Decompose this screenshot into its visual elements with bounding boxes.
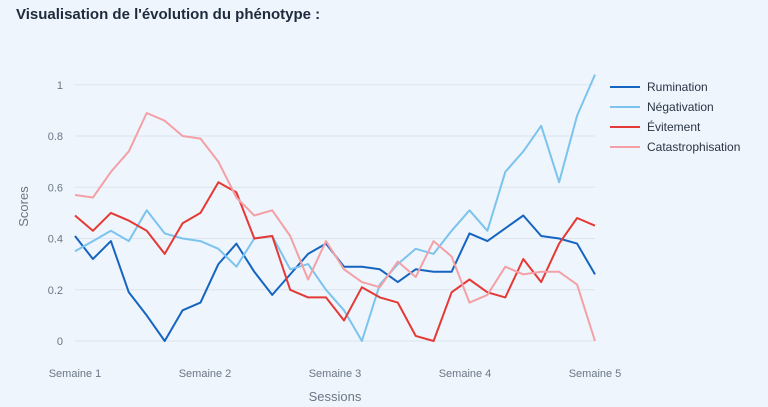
x-tick-label: Semaine 5	[569, 368, 622, 380]
series-line-1	[74, 74, 596, 342]
series-line-3	[74, 112, 596, 342]
y-axis-label: Scores	[16, 186, 31, 227]
legend-item[interactable]: Évitement	[610, 119, 701, 134]
y-tick-label: 0.8	[48, 131, 63, 143]
y-tick-label: 1	[57, 80, 63, 92]
legend-label: Catastrophisation	[647, 140, 740, 154]
grid-lines	[75, 84, 595, 342]
x-axis-label: Sessions	[309, 389, 362, 404]
legend-label: Rumination	[647, 80, 708, 94]
x-tick-label: Semaine 4	[439, 368, 492, 380]
series-line-0	[74, 214, 596, 342]
x-tick-label: Semaine 1	[49, 368, 102, 380]
legend-item[interactable]: Rumination	[610, 80, 708, 94]
y-tick-label: 0.6	[48, 182, 63, 194]
legend-label: Évitement	[647, 119, 701, 134]
series-lines	[74, 74, 596, 342]
y-tick-label: 0	[57, 336, 63, 348]
x-tick-label: Semaine 2	[179, 368, 232, 380]
page-title: Visualisation de l'évolution du phénotyp…	[16, 6, 321, 23]
y-axis-ticks: 0 0.2 0.4 0.6 0.8 1	[48, 80, 63, 348]
legend-label: Négativation	[647, 100, 714, 114]
legend-item[interactable]: Catastrophisation	[610, 140, 740, 154]
y-tick-label: 0.4	[48, 234, 63, 246]
x-axis-ticks: Semaine 1 Semaine 2 Semaine 3 Semaine 4 Sema…	[49, 368, 622, 380]
legend-item[interactable]: Négativation	[610, 100, 714, 114]
legend[interactable]: Rumination Négativation Évitement Catastrop…	[610, 80, 740, 154]
x-tick-label: Semaine 3	[309, 368, 362, 380]
y-tick-label: 0.2	[48, 285, 63, 297]
series-line-2	[74, 181, 596, 342]
